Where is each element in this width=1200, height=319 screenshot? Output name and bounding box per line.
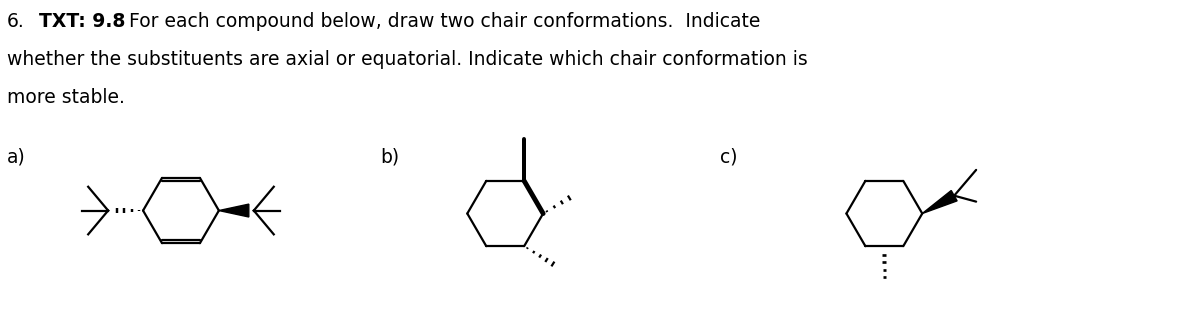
- Text: TXT: 9.8: TXT: 9.8: [40, 12, 126, 31]
- Text: b): b): [380, 147, 400, 166]
- Text: whether the substituents are axial or equatorial. Indicate which chair conformat: whether the substituents are axial or eq…: [7, 50, 808, 69]
- Text: 6.: 6.: [7, 12, 25, 31]
- Polygon shape: [923, 190, 958, 213]
- Text: more stable.: more stable.: [7, 88, 125, 107]
- Text: a): a): [7, 147, 26, 166]
- Text: For each compound below, draw two chair conformations.  Indicate: For each compound below, draw two chair …: [130, 12, 761, 31]
- Polygon shape: [218, 204, 248, 217]
- Text: c): c): [720, 147, 737, 166]
